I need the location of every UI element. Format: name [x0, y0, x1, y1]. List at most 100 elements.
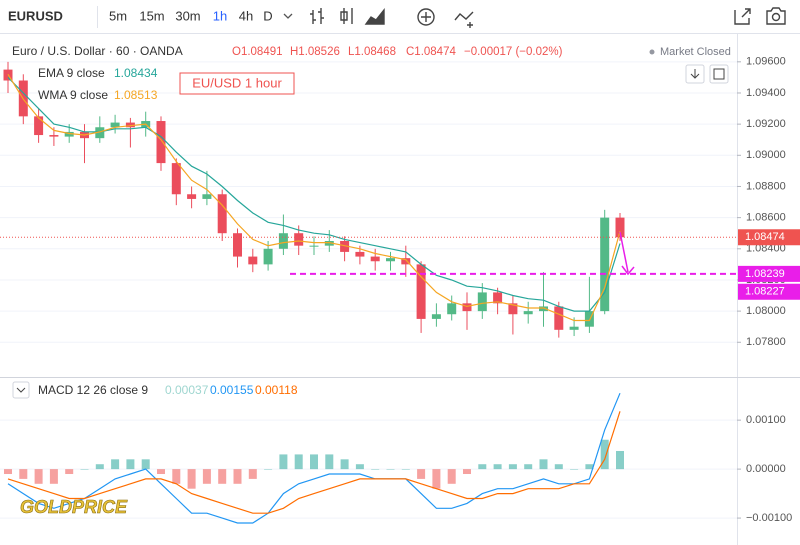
symbol[interactable]: EURUSD	[8, 8, 63, 23]
level-label: 1.08239	[745, 268, 785, 280]
candle-body	[523, 311, 533, 315]
ohlc-value: −0.00017 (−0.02%)	[464, 46, 563, 58]
histogram-bar	[508, 464, 517, 470]
histogram-bar	[49, 469, 58, 484]
collapse-button[interactable]	[12, 381, 30, 399]
area-icon[interactable]	[364, 8, 385, 25]
candles-icon[interactable]	[340, 8, 353, 24]
camera-icon[interactable]	[766, 7, 786, 25]
collapse-icon	[16, 387, 26, 393]
candle-body	[554, 306, 564, 330]
histogram-bar	[279, 454, 288, 470]
candle-body	[508, 303, 518, 315]
histogram-bar	[202, 469, 211, 484]
chart-type-icons	[310, 7, 786, 28]
candle-body	[462, 303, 472, 312]
candle-body	[202, 194, 212, 199]
arrow	[619, 231, 635, 276]
candle-body	[386, 258, 395, 262]
candle-body	[431, 314, 441, 319]
interval[interactable]: 15m	[139, 8, 164, 23]
y-tick-label: 1.09200	[746, 118, 786, 130]
legends: EMA 9 close 1.08434 WMA 9 close 1.08513 0.00…	[38, 66, 298, 397]
indicator-plus	[421, 12, 431, 22]
ohlc-value: L1.08468	[348, 46, 396, 58]
histogram-bar	[371, 469, 380, 470]
histogram-bar	[432, 469, 441, 489]
interval[interactable]: 1h	[213, 8, 227, 23]
candle-body	[248, 256, 258, 265]
candle-body	[309, 245, 319, 247]
y-tick-label: 1.07800	[746, 336, 786, 348]
histogram-bar	[417, 469, 426, 479]
legend-value: 0.00118	[255, 383, 298, 397]
annotation: EU/USD 1 hour	[192, 75, 282, 90]
candle-body	[584, 311, 594, 327]
y-tick-label: −0.00100	[746, 512, 792, 524]
histogram-bar	[126, 459, 135, 470]
candle-body	[477, 292, 487, 312]
legend-value: 0.00155	[210, 383, 254, 397]
indicator-icon[interactable]	[417, 8, 435, 26]
candle-body	[49, 135, 59, 137]
candle-body	[324, 241, 334, 246]
candle-body	[278, 233, 288, 249]
legend-value: 0.00037	[165, 383, 209, 397]
interval[interactable]: 5m	[109, 8, 127, 23]
camera-lens	[771, 12, 781, 22]
histogram-bar	[554, 464, 563, 470]
histogram-bar	[65, 469, 74, 475]
histogram-bar	[157, 469, 165, 475]
y-tick-label: 1.09000	[746, 149, 786, 161]
candle-body	[447, 303, 457, 315]
market-status: Market Closed	[660, 46, 731, 58]
y-tick-label: 1.09600	[746, 56, 786, 68]
annotation-box	[179, 72, 295, 95]
candle-body	[233, 233, 242, 257]
interval[interactable]: 4h	[239, 8, 253, 23]
status-dot	[649, 49, 655, 55]
histogram-bar	[111, 459, 120, 470]
compare-icon[interactable]	[454, 11, 474, 28]
candle-body	[171, 163, 181, 195]
candle-body	[615, 217, 625, 238]
interval[interactable]: D	[263, 8, 272, 23]
legend-name: WMA 9 close	[38, 88, 108, 102]
price-label-bg	[738, 229, 800, 246]
candle-body	[416, 264, 426, 319]
histogram-bar	[233, 469, 242, 484]
macd-title: MACD 12 26 close 9	[38, 383, 148, 397]
candle-body	[187, 194, 197, 199]
level-label-bg	[738, 265, 800, 282]
histogram-bar	[19, 469, 28, 479]
histogram-bar	[447, 469, 456, 484]
candle-body	[294, 233, 304, 246]
bars-icon[interactable]	[310, 8, 324, 24]
interval-group: 5m 15m 30m 1h 4h D	[109, 8, 273, 23]
ohlc-value: C1.08474	[406, 46, 456, 58]
histogram-bar	[34, 469, 43, 484]
candle-body	[355, 251, 365, 257]
snapshot-share-icon[interactable]	[734, 8, 751, 25]
histogram-bar	[386, 469, 395, 470]
maximize-button[interactable]	[709, 64, 729, 84]
price-label: 1.08474	[745, 231, 785, 243]
histogram-bar	[585, 464, 594, 470]
interval[interactable]: 30m	[175, 8, 200, 23]
y-tick-label: 1.08600	[746, 212, 786, 224]
histogram-bar	[141, 459, 150, 470]
series-line	[7, 392, 621, 524]
histogram-bar	[218, 469, 227, 484]
y-tick-label: 0.00000	[746, 463, 786, 475]
series-line	[7, 73, 621, 322]
histogram-bar	[355, 464, 364, 470]
watermark: GOLDPRICE	[20, 497, 128, 517]
histogram-bar	[340, 459, 349, 470]
interval-dropdown[interactable]	[283, 13, 293, 19]
histogram-bar	[187, 469, 196, 489]
histogram-bar	[401, 469, 410, 470]
legend-value: 1.08513	[114, 88, 158, 102]
level-label-bg	[738, 283, 800, 300]
histogram-bar	[493, 464, 502, 470]
